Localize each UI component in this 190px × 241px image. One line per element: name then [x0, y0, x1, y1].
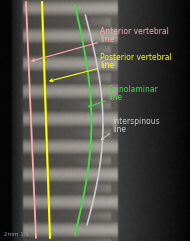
Text: line: line	[100, 35, 114, 44]
Text: line: line	[100, 61, 114, 70]
Text: line: line	[108, 93, 122, 102]
Text: 2mm 1:1: 2mm 1:1	[4, 232, 29, 237]
Text: line: line	[112, 125, 126, 134]
Text: Interspinous: Interspinous	[112, 117, 160, 126]
Text: Posterior vertebral: Posterior vertebral	[100, 53, 172, 62]
Text: Spinolaminar: Spinolaminar	[108, 85, 159, 94]
Text: Anterior vertebral: Anterior vertebral	[100, 27, 169, 36]
